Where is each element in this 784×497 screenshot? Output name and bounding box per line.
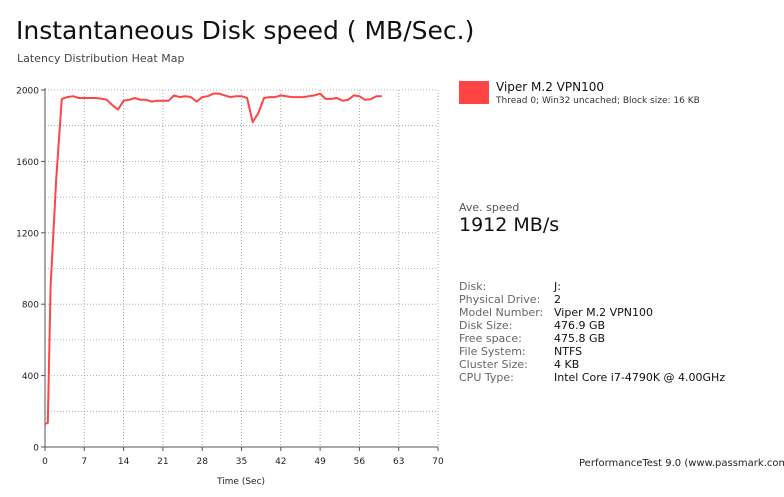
- x-tick-label: 56: [354, 457, 366, 467]
- legend-series-name: Viper M.2 VPN100: [496, 80, 604, 94]
- info-row: Model Number: Viper M.2 VPN100: [459, 306, 725, 319]
- info-key: Physical Drive:: [459, 293, 541, 306]
- info-row: Cluster Size: 4 KB: [459, 358, 725, 371]
- series: [44, 92, 382, 425]
- tick-labels: 0 400 800 1200 1600 2000 0 7 14 21 28 35 42 49 56 63 70: [16, 87, 444, 468]
- y-tick-label: 1600: [16, 158, 39, 168]
- x-tick-label: 7: [81, 457, 87, 467]
- info-value: NTFS: [554, 345, 583, 358]
- footer-credit: PerformanceTest 9.0 (www.passmark.com): [579, 458, 784, 469]
- info-value: Intel Core i7-4790K @ 4.00GHz: [554, 371, 726, 384]
- legend-series-description: Thread 0; Win32 uncached; Block size: 16…: [496, 96, 700, 106]
- y-tick-label: 400: [22, 372, 39, 382]
- info-key: File System:: [459, 345, 526, 358]
- y-tick-label: 0: [33, 444, 39, 454]
- x-axis-label: Time (Sec): [216, 477, 265, 487]
- x-tick-label: 21: [157, 457, 168, 467]
- average-speed-label: Ave. speed: [459, 201, 520, 214]
- info-key: CPU Type:: [459, 371, 514, 384]
- info-value: 475.8 GB: [554, 332, 606, 345]
- info-key: Model Number:: [459, 306, 544, 319]
- x-tick-label: 0: [42, 457, 48, 467]
- info-key: Free space:: [459, 332, 522, 345]
- info-value: 476.9 GB: [554, 319, 606, 332]
- x-tick-label: 42: [275, 457, 286, 467]
- chart-title: Instantaneous Disk speed ( MB/Sec.): [16, 16, 475, 45]
- info-value: 2: [554, 293, 561, 306]
- info-key: Cluster Size:: [459, 358, 528, 371]
- disk-info-table: Disk: J: Physical Drive: 2 Model Number: Vipe…: [459, 280, 725, 384]
- info-value: Viper M.2 VPN100: [554, 306, 653, 319]
- x-tick-label: 35: [236, 457, 247, 467]
- info-key: Disk Size:: [459, 319, 513, 332]
- x-tick-label: 28: [196, 457, 208, 467]
- x-tick-label: 49: [314, 457, 326, 467]
- info-row: Free space: 475.8 GB: [459, 332, 725, 345]
- info-value: 4 KB: [554, 358, 580, 371]
- y-tick-label: 2000: [16, 87, 39, 97]
- series-line: [44, 92, 382, 425]
- info-row: Disk: J:: [459, 280, 725, 293]
- info-row: Physical Drive: 2: [459, 293, 725, 306]
- x-tick-label: 63: [393, 457, 404, 467]
- info-row: CPU Type: Intel Core i7-4790K @ 4.00GHz: [459, 371, 725, 384]
- chart-subtitle: Latency Distribution Heat Map: [17, 52, 185, 65]
- y-tick-label: 1200: [16, 229, 39, 239]
- x-tick-label: 70: [432, 457, 444, 467]
- grid: [45, 89, 439, 447]
- y-tick-label: 800: [22, 301, 39, 311]
- legend-swatch: [459, 81, 489, 104]
- average-speed-value: 1912 MB/s: [459, 214, 560, 236]
- info-value: J:: [554, 280, 561, 293]
- info-key: Disk:: [459, 280, 487, 293]
- axes: [41, 88, 439, 451]
- info-row: File System: NTFS: [459, 345, 725, 358]
- x-tick-label: 14: [118, 457, 130, 467]
- info-row: Disk Size: 476.9 GB: [459, 319, 725, 332]
